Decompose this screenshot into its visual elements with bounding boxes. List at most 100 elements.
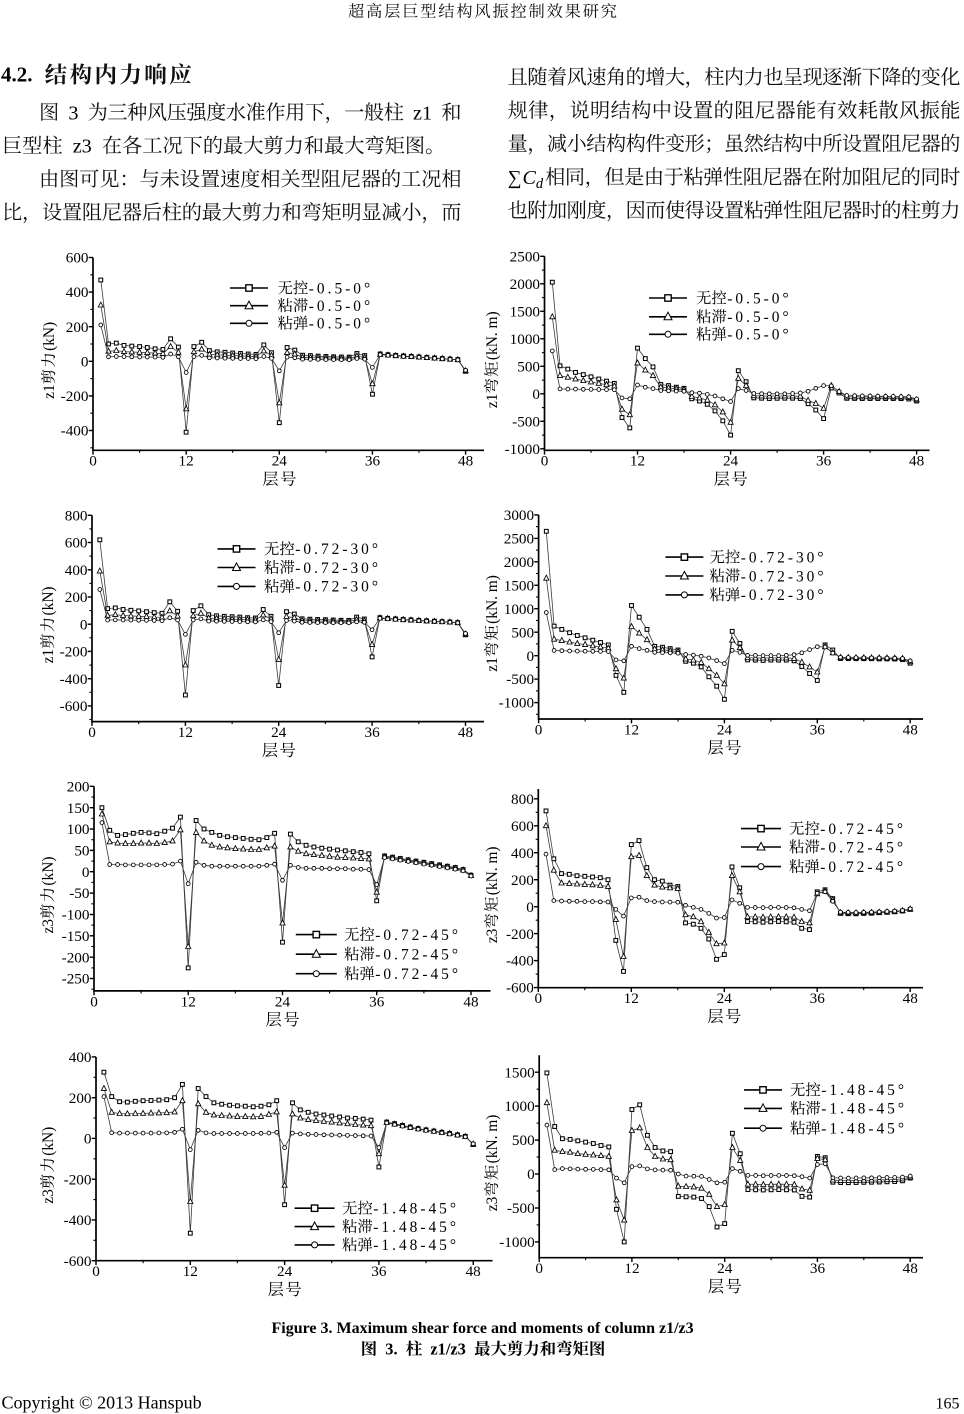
svg-text:2500: 2500 <box>510 248 541 265</box>
svg-text:48: 48 <box>466 1263 482 1280</box>
svg-text:-1.48-45°: -1.48-45° <box>373 1219 459 1236</box>
svg-text:-400: -400 <box>60 671 88 688</box>
svg-text:36: 36 <box>816 453 832 470</box>
svg-text:z1: z1 <box>41 384 58 399</box>
svg-text:12: 12 <box>624 990 639 1007</box>
svg-text:12: 12 <box>624 1260 639 1277</box>
svg-text:100: 100 <box>67 821 90 838</box>
svg-text:z1: z1 <box>484 394 501 409</box>
svg-text:48: 48 <box>463 993 479 1010</box>
svg-text:0: 0 <box>82 864 90 881</box>
svg-text:48: 48 <box>903 1260 919 1277</box>
svg-text:C: C <box>523 167 537 189</box>
svg-text:0: 0 <box>90 993 98 1010</box>
svg-text:0: 0 <box>535 1260 543 1277</box>
svg-text:24: 24 <box>275 993 291 1010</box>
svg-text:z3: z3 <box>484 928 501 943</box>
svg-text:-0.5-0°: -0.5-0° <box>727 327 791 344</box>
svg-text:3000: 3000 <box>504 507 535 524</box>
svg-text:-0.72-30°: -0.72-30° <box>741 568 827 585</box>
svg-text:600: 600 <box>511 818 534 835</box>
svg-text:2000: 2000 <box>510 276 541 293</box>
svg-text:-0.72-45°: -0.72-45° <box>820 821 906 838</box>
svg-text:1500: 1500 <box>510 303 541 320</box>
svg-text:(kN): (kN) <box>40 1127 57 1156</box>
svg-text:200: 200 <box>65 589 88 606</box>
svg-text:400: 400 <box>511 845 534 862</box>
svg-text:12: 12 <box>183 1263 198 1280</box>
svg-text:36: 36 <box>810 990 826 1007</box>
svg-text:-500: -500 <box>507 1200 535 1217</box>
svg-text:-200: -200 <box>506 926 534 943</box>
svg-text:-0.72-30°: -0.72-30° <box>295 560 381 577</box>
svg-text:400: 400 <box>69 1049 92 1066</box>
svg-text:z3: z3 <box>40 1189 57 1204</box>
svg-text:36: 36 <box>810 721 826 738</box>
svg-text:0: 0 <box>88 724 96 741</box>
svg-text:-600: -600 <box>64 1253 92 1270</box>
svg-text:-1.48-45°: -1.48-45° <box>821 1082 907 1099</box>
svg-text:12: 12 <box>630 453 645 470</box>
svg-text:-0.5-0°: -0.5-0° <box>309 280 373 297</box>
svg-text:(kN): (kN) <box>40 586 57 615</box>
svg-text:z1: z1 <box>413 102 432 124</box>
svg-text:150: 150 <box>67 800 90 817</box>
svg-text:2500: 2500 <box>504 530 535 547</box>
svg-text:-500: -500 <box>512 413 540 430</box>
svg-text:-0.5-0°: -0.5-0° <box>727 290 791 307</box>
svg-text:48: 48 <box>909 453 925 470</box>
svg-text:200: 200 <box>511 872 534 889</box>
svg-text:-400: -400 <box>61 423 89 440</box>
svg-text:12: 12 <box>179 453 194 470</box>
svg-text:24: 24 <box>717 990 733 1007</box>
svg-text:-0.72-30°: -0.72-30° <box>741 549 827 566</box>
svg-text:165: 165 <box>936 1395 960 1412</box>
svg-text:48: 48 <box>903 990 919 1007</box>
svg-text:z3: z3 <box>40 919 57 934</box>
svg-text:48: 48 <box>458 453 474 470</box>
svg-text:24: 24 <box>272 453 288 470</box>
svg-text:-1.48-45°: -1.48-45° <box>821 1101 907 1118</box>
svg-text:500: 500 <box>512 1132 535 1149</box>
svg-text:600: 600 <box>65 535 88 552</box>
svg-text:-1.48-45°: -1.48-45° <box>373 1201 459 1218</box>
svg-text:400: 400 <box>65 562 88 579</box>
svg-text:0: 0 <box>92 1263 100 1280</box>
svg-text:0: 0 <box>527 1166 535 1183</box>
svg-text:z1: z1 <box>40 649 57 664</box>
svg-text:-600: -600 <box>60 698 88 715</box>
svg-text:-500: -500 <box>506 671 534 688</box>
svg-text:-150: -150 <box>62 928 90 945</box>
svg-text:∑: ∑ <box>508 168 522 189</box>
svg-text:3.: 3. <box>385 1340 397 1359</box>
svg-text:Figure 3. Maximum shear force: Figure 3. Maximum shear force and moment… <box>271 1320 693 1337</box>
svg-text:0: 0 <box>84 1131 92 1148</box>
svg-text:0: 0 <box>80 616 88 633</box>
svg-text:-200: -200 <box>61 388 89 405</box>
svg-text:12: 12 <box>181 993 196 1010</box>
svg-text:36: 36 <box>365 724 381 741</box>
svg-text:(kN. m): (kN. m) <box>484 311 501 360</box>
svg-text:36: 36 <box>371 1263 387 1280</box>
svg-text:-200: -200 <box>62 949 90 966</box>
svg-text:400: 400 <box>66 284 89 301</box>
svg-text:36: 36 <box>810 1260 826 1277</box>
svg-text:z1/z3: z1/z3 <box>430 1340 466 1359</box>
svg-text:-1000: -1000 <box>505 441 541 458</box>
svg-text:0: 0 <box>532 386 540 403</box>
svg-text:-0.5-0°: -0.5-0° <box>727 309 791 326</box>
svg-text:12: 12 <box>178 724 193 741</box>
svg-text:-400: -400 <box>506 953 534 970</box>
svg-text:-1000: -1000 <box>499 695 535 712</box>
svg-text:z3: z3 <box>484 1196 501 1211</box>
svg-text:-0.72-45°: -0.72-45° <box>375 966 461 983</box>
svg-text:0: 0 <box>526 899 534 916</box>
svg-text:-1000: -1000 <box>499 1234 535 1251</box>
svg-text:200: 200 <box>66 319 89 336</box>
svg-text:-0.72-30°: -0.72-30° <box>741 587 827 604</box>
svg-text:-0.5-0°: -0.5-0° <box>309 298 373 315</box>
svg-text:Copyright © 2013 Hanspub: Copyright © 2013 Hanspub <box>2 1392 202 1412</box>
svg-text:12: 12 <box>624 721 639 738</box>
svg-text:800: 800 <box>65 507 88 524</box>
svg-text:-1.48-45°: -1.48-45° <box>373 1237 459 1254</box>
